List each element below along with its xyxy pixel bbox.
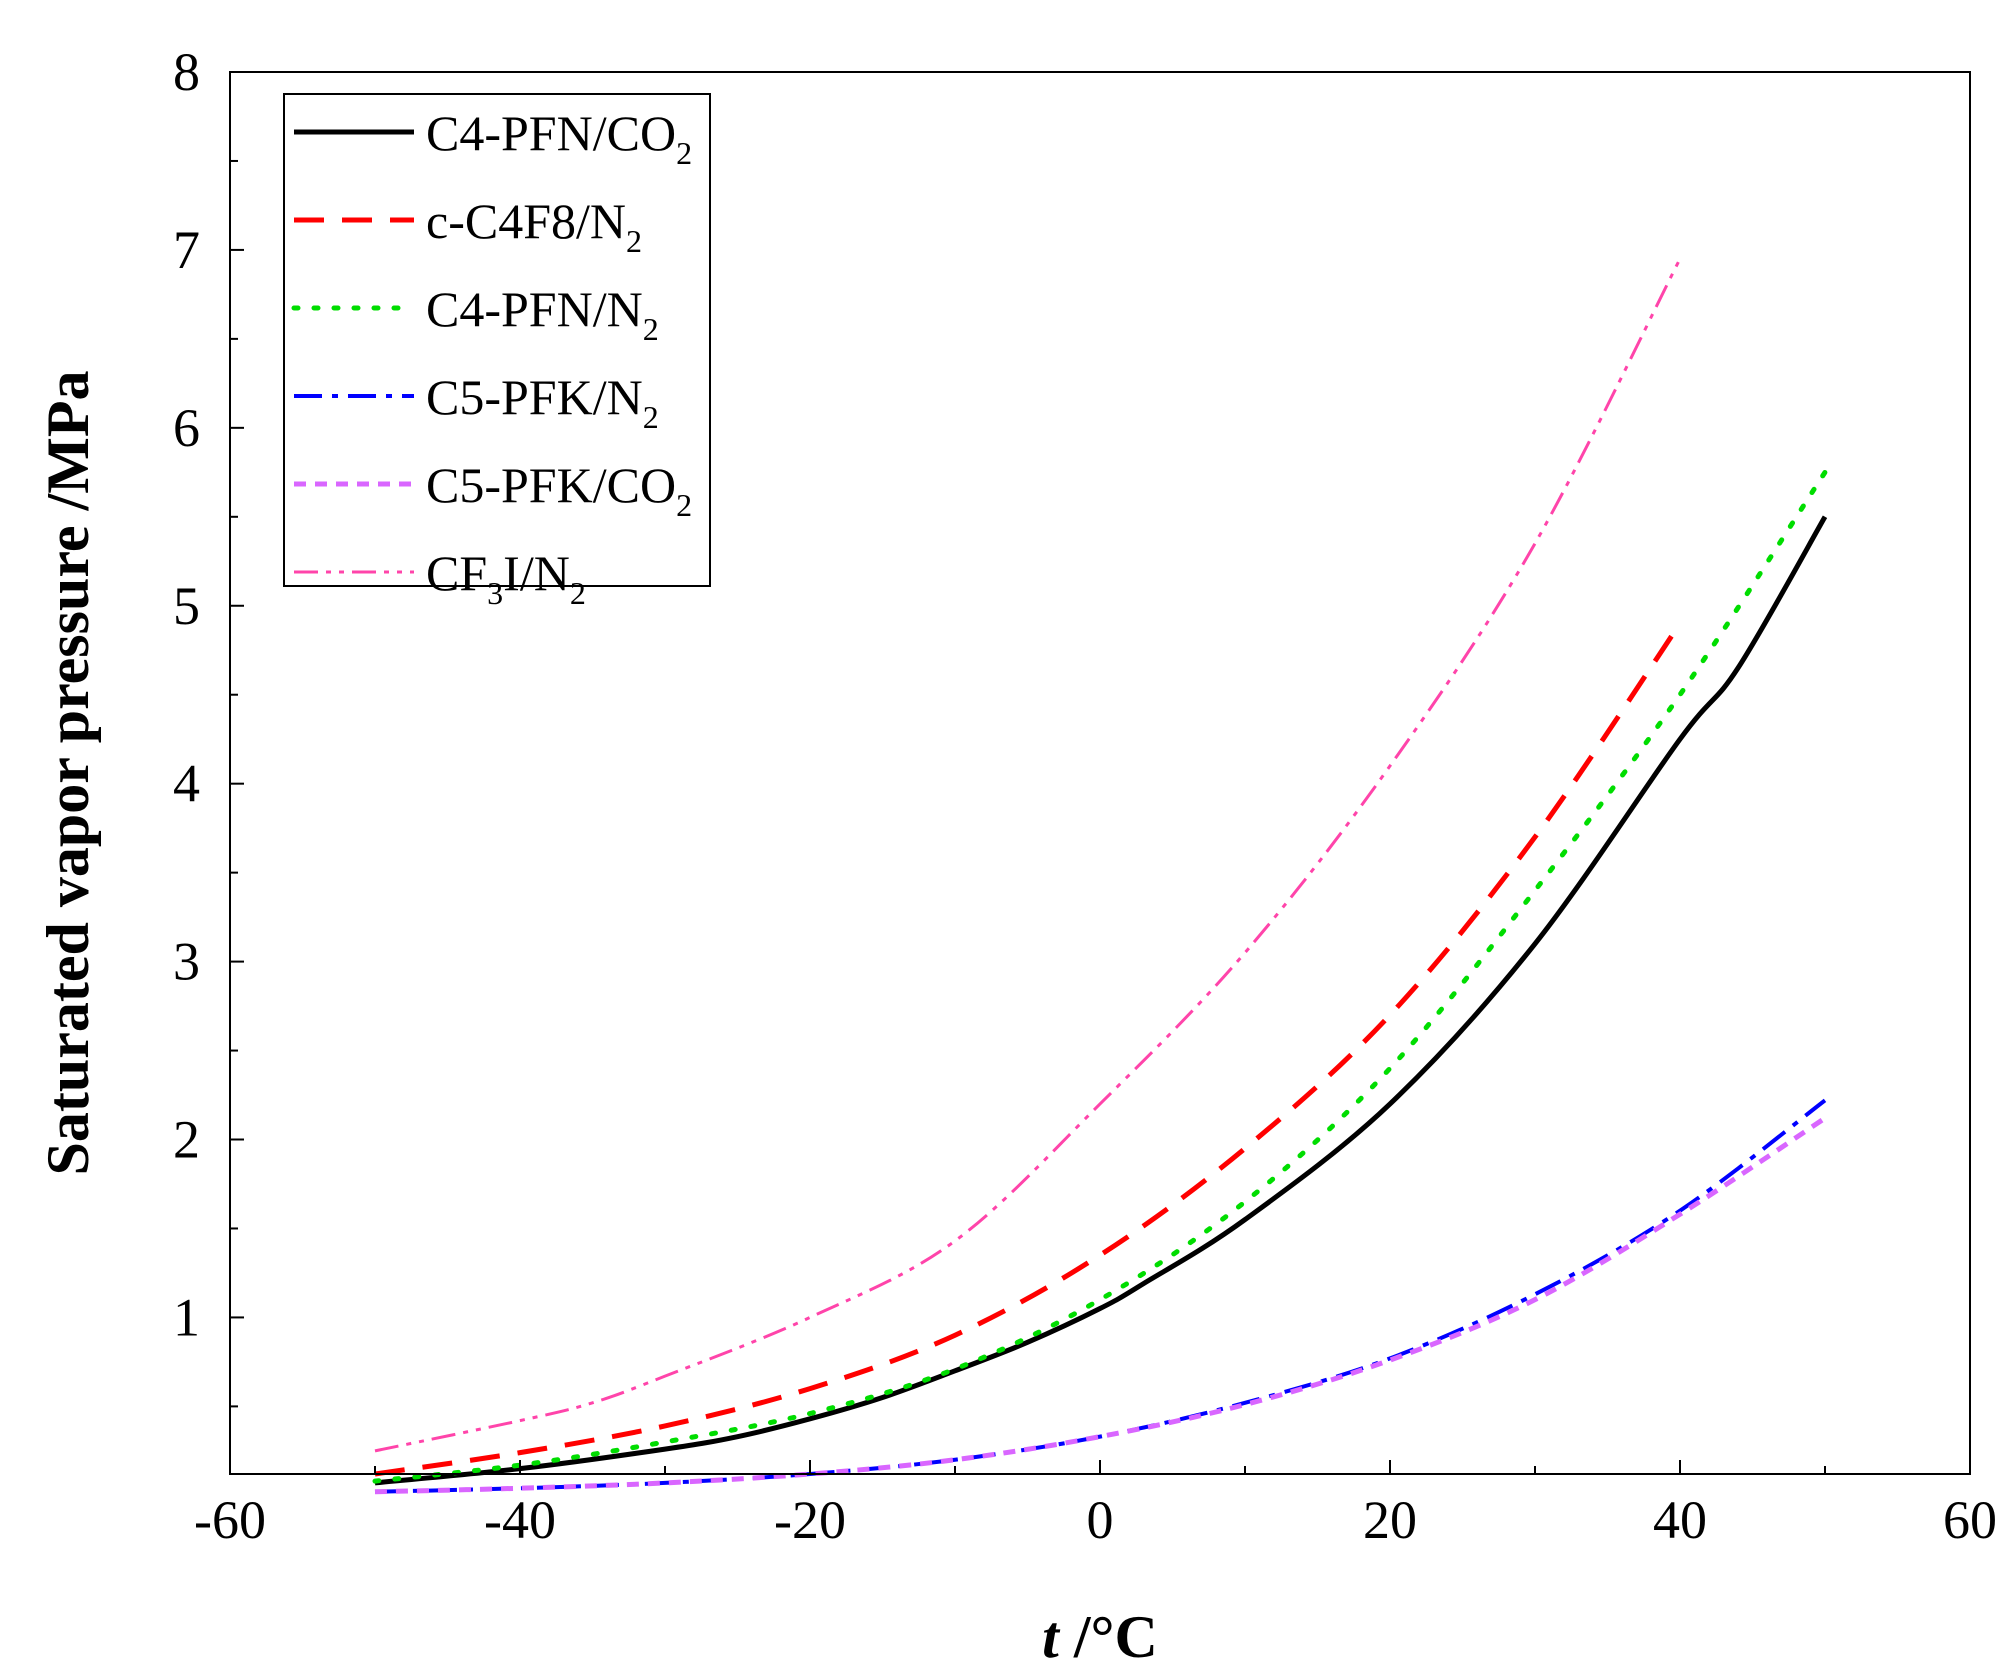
y-tick-label: 5 (173, 576, 200, 636)
y-tick-label: 3 (173, 932, 200, 992)
x-tick-label: -60 (194, 1490, 266, 1550)
y-axis-title: Saturated vapor pressure /MPa (35, 371, 101, 1176)
legend-label: C5-PFK/CO2 (426, 457, 692, 523)
y-tick-label: 2 (173, 1110, 200, 1170)
y-tick-label: 6 (173, 398, 200, 458)
series-line-c4-pfn-n2 (372, 469, 1828, 1484)
x-axis-title: t /°C (1042, 1604, 1158, 1670)
x-axis-variable: t (1042, 1604, 1061, 1670)
series-line-c4-pfn-co2 (374, 515, 1828, 1486)
legend-label: C5-PFK/N2 (426, 369, 659, 435)
legend-box (283, 93, 711, 587)
x-tick-label: 60 (1943, 1490, 1997, 1550)
plot-lines (372, 258, 1828, 1495)
x-tick-label: -20 (774, 1490, 846, 1550)
legend-label: CF3I/N2 (426, 545, 586, 611)
x-tick-label: 0 (1087, 1490, 1114, 1550)
x-axis-unit: /°C (1059, 1604, 1158, 1670)
series-line-c5-pfk-co2 (374, 1116, 1827, 1495)
legend-label: C4-PFN/N2 (426, 281, 659, 347)
y-tick-label: 7 (173, 220, 200, 280)
x-tick-label: 40 (1653, 1490, 1707, 1550)
legend: C4-PFN/CO2 c-C4F8/N2 C4-PFN/N2 C5-PFK/N2 C5-… (283, 93, 711, 611)
legend-label: c-C4F8/N2 (426, 193, 642, 259)
series-line-c5-pfk-n2 (374, 1098, 1827, 1494)
series-line-c-c4f8-n2 (374, 622, 1683, 1477)
y-tick-label: 1 (173, 1287, 200, 1347)
x-tick-label: 20 (1363, 1490, 1417, 1550)
legend-label: C4-PFN/CO2 (426, 105, 692, 171)
x-tick-label: -40 (484, 1490, 556, 1550)
series-line-cf3i-n2 (374, 258, 1682, 1453)
y-tick-label: 4 (173, 754, 200, 814)
axes: -60 -40 -20 0 20 40 60 1 2 3 4 5 6 7 8 (173, 42, 1997, 1550)
y-tick-label: 8 (173, 42, 200, 102)
